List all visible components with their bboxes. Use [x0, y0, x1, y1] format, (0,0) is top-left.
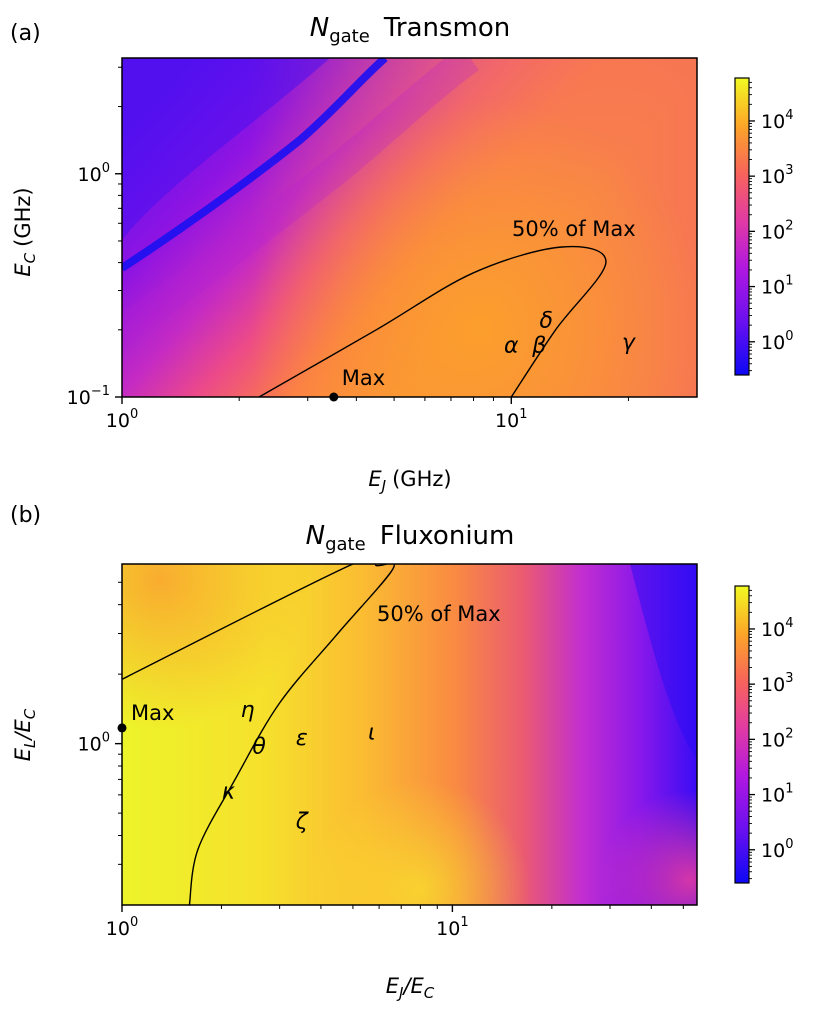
y-tick-label: 100: [78, 731, 110, 756]
panel-b-contour-50pct: [122, 564, 395, 905]
panel-b-max-label: Max: [131, 701, 174, 725]
panel-b-title: Ngate Fluxonium: [306, 521, 515, 555]
panel-a: (a) Ngate Transmon 50% of Max Max α βδ γ 10…: [10, 13, 793, 495]
panel-b-xlabel: EJ/EC: [386, 974, 435, 1002]
colorbar-tick-label: 104: [761, 616, 793, 641]
panel-a-colorbar-scale: [734, 77, 750, 376]
panel-b-colorbar-scale: [734, 585, 750, 884]
marker-label: ε: [296, 726, 308, 751]
panel-a-minimum-ridge: [122, 58, 388, 272]
panel-a-markers: α βδ γ: [504, 309, 636, 359]
colorbar-tick-label: 100: [761, 837, 793, 862]
panel-b-label: (b): [10, 503, 41, 528]
colorbar-tick-label: 100: [761, 329, 793, 354]
colorbar-tick-label: 103: [761, 671, 793, 696]
panel-a-heatmap: [122, 58, 697, 397]
marker-label: ζ: [295, 809, 309, 834]
marker-label: β: [531, 334, 546, 359]
colorbar-tick-label: 103: [761, 163, 793, 188]
colorbar-tick-label: 102: [761, 726, 793, 751]
panel-b-frame: [121, 563, 698, 906]
panel-a-contour-label: 50% of Max: [512, 217, 636, 241]
panel-b-ylabel: EL/EC: [11, 708, 39, 761]
panel-b-colorbar: 100 101 102 103 104: [734, 585, 793, 884]
panel-b: (b) Ngate Fluxonium 50% of Max Max ηθ ε ι κ ζ…: [10, 503, 793, 1002]
panel-a-label: (a): [10, 21, 41, 46]
marker-label: ι: [368, 720, 375, 745]
panel-a-max-label: Max: [342, 366, 385, 390]
x-tick-label: 101: [495, 407, 527, 432]
x-tick-label: 100: [106, 407, 138, 432]
panel-b-heatmap: [122, 564, 697, 905]
panel-b-ticks: 100 101 100: [78, 581, 684, 940]
colorbar-tick-label: 104: [761, 108, 793, 133]
marker-label: θ: [252, 735, 266, 760]
colorbar-tick-label: 102: [761, 218, 793, 243]
panel-a-frame: [121, 57, 698, 398]
panel-a-xlabel: EJ (GHz): [368, 467, 451, 495]
y-tick-label: 100: [78, 161, 110, 186]
colorbar-tick-label: 101: [761, 782, 793, 807]
marker-label: η: [241, 698, 255, 723]
y-tick-label: 10−1: [67, 384, 110, 409]
panel-a-ylabel: EC(GHz): [11, 187, 39, 276]
marker-label: γ: [622, 331, 636, 356]
marker-label: δ: [540, 309, 553, 334]
marker-label: κ: [222, 780, 235, 805]
x-tick-label: 101: [436, 915, 468, 940]
panel-b-markers: ηθ ε ι κ ζ: [222, 698, 375, 835]
marker-label: α: [504, 334, 519, 359]
colorbar-tick-label: 101: [761, 274, 793, 299]
x-tick-label: 100: [106, 915, 138, 940]
panel-a-contour-50pct: [258, 245, 607, 397]
panel-a-title: Ngate Transmon: [310, 13, 510, 47]
panel-a-colorbar: 100 101 102 103 104: [734, 77, 793, 376]
panel-b-contour-label: 50% of Max: [377, 602, 501, 626]
